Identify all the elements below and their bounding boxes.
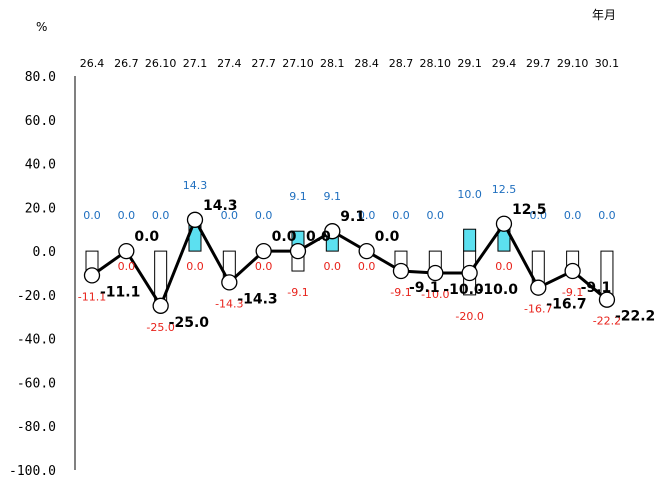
x-tick-label: 27.10 xyxy=(282,57,314,70)
line-value-label: 12.5 xyxy=(512,202,547,218)
negative-bar-label: -16.7 xyxy=(524,303,552,316)
negative-bar-label: -25.0 xyxy=(146,321,174,334)
positive-bar-label: 0.0 xyxy=(358,209,376,222)
data-labels: 0.0 0.0 0.014.30.0 0.09.1 9.10.0 0.0 0.010.0 12… xyxy=(78,179,656,334)
negative-bar-label: -14.3 xyxy=(215,297,243,310)
negative-bar-label: 0.0 xyxy=(186,260,204,273)
x-tick-label: 28.4 xyxy=(354,57,379,70)
negative-bar-label: 0.0 xyxy=(358,260,376,273)
line-point xyxy=(495,215,513,232)
line-point xyxy=(324,223,341,240)
y-tick-label: 20.0 xyxy=(25,201,56,216)
x-tick-label: 28.7 xyxy=(389,57,414,70)
x-tick-label: 29.4 xyxy=(492,57,517,70)
positive-bar-label: 0.0 xyxy=(564,209,582,222)
line-point xyxy=(564,262,581,280)
y-tick-label: 0.0 xyxy=(33,245,56,260)
negative-bar-label: -9.1 xyxy=(287,286,308,299)
positive-bar-label: 0.0 xyxy=(530,209,548,222)
line-point xyxy=(598,291,616,308)
line-path xyxy=(91,216,608,310)
x-tick-label: 30.1 xyxy=(595,57,620,70)
y-tick-label: -100.0 xyxy=(9,464,56,479)
positive-bar-label: 0.0 xyxy=(83,209,101,222)
y-tick-label: 40.0 xyxy=(25,158,56,173)
positive-bar-label: 12.5 xyxy=(492,183,517,196)
negative-bar-label: 0.0 xyxy=(255,260,273,273)
line-point xyxy=(118,242,135,260)
line-value-label: 0.0 xyxy=(134,229,159,245)
negative-bar-label: 0.0 xyxy=(495,260,513,273)
line-value-label: -9.1 xyxy=(409,280,440,296)
x-tick-label: 29.1 xyxy=(457,57,482,70)
line-point xyxy=(255,242,272,260)
line-value-label: -16.7 xyxy=(546,297,586,313)
line-point xyxy=(152,297,169,314)
bar-positive xyxy=(463,228,477,252)
line-point xyxy=(392,262,410,280)
y-tick-label: -60.0 xyxy=(17,376,56,391)
line-value-label: 9.1 xyxy=(340,209,365,225)
line-value-label: -25.0 xyxy=(169,315,210,331)
line-value-label: -10.0 xyxy=(478,282,519,298)
y-unit-label: % xyxy=(36,20,48,34)
y-tick-label: -40.0 xyxy=(17,333,56,348)
x-tick-label: 27.4 xyxy=(217,57,242,70)
line-value-label: -22.2 xyxy=(615,309,655,325)
positive-bar-label: 0.0 xyxy=(392,209,410,222)
negative-bar-label: -9.1 xyxy=(390,286,411,299)
negative-bar-label: -9.1 xyxy=(562,286,583,299)
axes: 80.0 60.0 40.0 20.0 0.0 -20.0 -40.0 -60.0 -80.0 -… xyxy=(9,57,619,479)
line-value-label: 0.0 xyxy=(306,229,331,245)
line-value-label: -11.1 xyxy=(100,284,140,300)
line-point xyxy=(461,264,478,282)
negative-bar-label: -22.2 xyxy=(593,315,621,328)
x-tick-label: 29.10 xyxy=(557,57,589,70)
positive-bar-label: 0.0 xyxy=(427,209,445,222)
y-tick-label: -20.0 xyxy=(17,289,56,304)
negative-bar-label: 0.0 xyxy=(118,260,136,273)
negative-bar-label: -11.1 xyxy=(78,290,106,303)
line-value-label: 0.0 xyxy=(272,229,297,245)
x-tick-label: 28.10 xyxy=(420,57,452,70)
line-point xyxy=(358,242,375,260)
y-tick-label: 60.0 xyxy=(25,114,56,129)
positive-bar-label: 9.1 xyxy=(324,190,342,203)
negative-bar-label: 0.0 xyxy=(324,260,342,273)
line-value-label: -10.0 xyxy=(443,282,484,298)
line-value-label: -9.1 xyxy=(581,280,612,296)
positive-bar-label: 9.1 xyxy=(289,190,307,203)
line-value-label: -14.3 xyxy=(237,291,277,307)
positive-bar-label: 14.3 xyxy=(183,179,208,192)
x-tick-label: 28.1 xyxy=(320,57,345,70)
x-tick-label: 26.7 xyxy=(114,57,139,70)
y-tick-label: -80.0 xyxy=(17,420,56,435)
positive-bar-label: 0.0 xyxy=(118,209,136,222)
line-point xyxy=(530,279,547,296)
negative-bar-label: -10.0 xyxy=(421,288,449,301)
line-point xyxy=(186,211,204,228)
line-point xyxy=(289,242,307,260)
x-tick-label: 26.4 xyxy=(80,57,105,70)
negative-bar-label: -20.0 xyxy=(455,310,483,323)
line-point xyxy=(221,274,238,291)
x-tick-label: 27.7 xyxy=(251,57,276,70)
x-tick-label: 29.7 xyxy=(526,57,551,70)
x-tick-label: 27.1 xyxy=(183,57,208,70)
x-unit-label: 年月 xyxy=(592,8,617,22)
positive-bar-label: 0.0 xyxy=(598,209,616,222)
line-series xyxy=(83,211,616,314)
x-tick-label: 26.10 xyxy=(145,57,177,70)
line-point xyxy=(83,267,101,284)
line-point xyxy=(427,264,444,282)
line-value-label: 14.3 xyxy=(203,198,238,214)
positive-bar-label: 0.0 xyxy=(152,209,170,222)
positive-bar-label: 0.0 xyxy=(255,209,273,222)
positive-bar-label: 0.0 xyxy=(221,209,239,222)
positive-bar-label: 10.0 xyxy=(457,188,482,201)
line-value-label: 0.0 xyxy=(375,229,400,245)
y-tick-label: 80.0 xyxy=(25,70,56,85)
